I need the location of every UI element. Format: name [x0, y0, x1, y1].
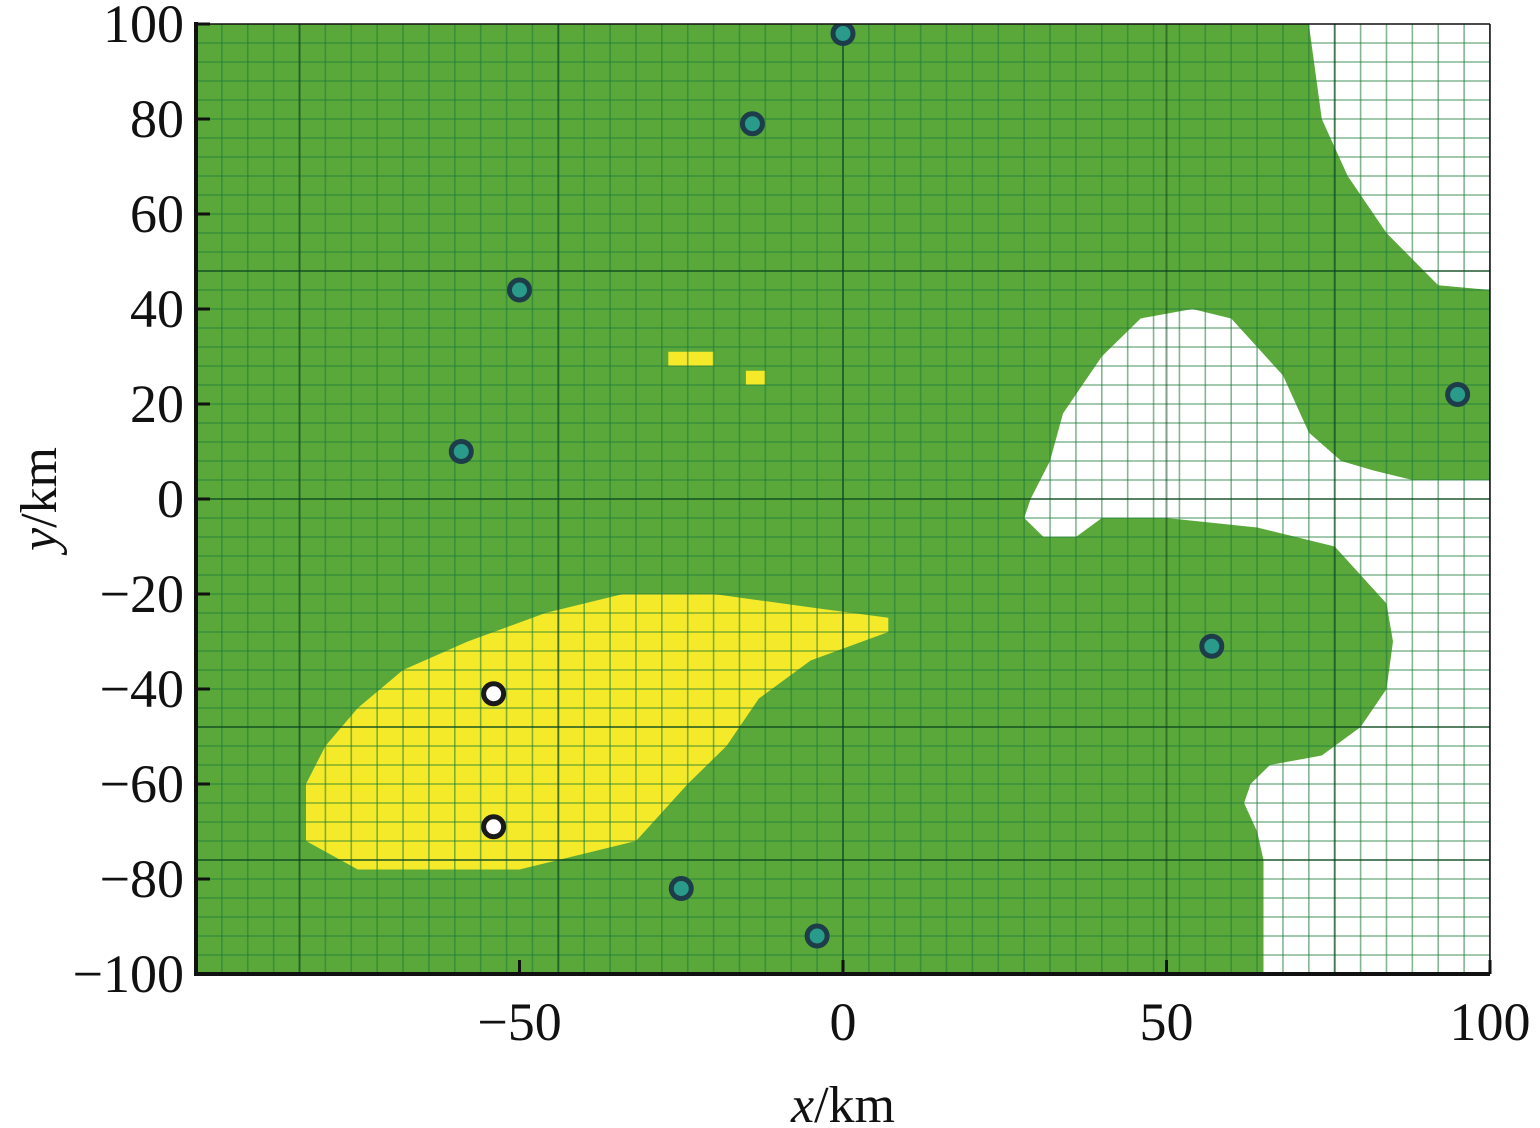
station-marker: [830, 24, 856, 46]
station-marker: [739, 111, 765, 137]
station-marker: [1445, 382, 1471, 407]
y-tick-label: −100: [73, 944, 184, 1004]
station-marker: [448, 439, 474, 464]
y-tick-label: 20: [130, 374, 184, 434]
x-tick-label: 100: [1450, 992, 1531, 1052]
hollow-station-marker: [481, 814, 507, 840]
x-tick-label: 50: [1140, 992, 1194, 1052]
station-marker: [1199, 633, 1225, 659]
yellow-region-1: [306, 594, 889, 870]
x-axis-var: x: [790, 1077, 814, 1128]
y-tick-label: 0: [157, 469, 184, 529]
y-tick-label: −40: [100, 659, 184, 719]
x-tick-label: −50: [477, 992, 561, 1052]
y-axis-label: y/km: [11, 447, 68, 556]
y-tick-label: 80: [130, 89, 184, 149]
station-marker: [668, 876, 694, 901]
y-tick-label: 60: [130, 184, 184, 244]
y-tick-label: 40: [130, 279, 184, 339]
y-tick-label: −80: [100, 849, 184, 909]
major-grid: [196, 24, 1490, 974]
station-marker: [507, 277, 532, 303]
y-tick-labels: 100 80 60 40 20 0 −20 −40 −60 −80 −100: [73, 0, 210, 1004]
y-tick-label: −60: [100, 754, 184, 814]
hollow-station-marker: [481, 681, 507, 707]
y-tick-label: 100: [103, 0, 184, 54]
plot-area: [196, 24, 1490, 974]
x-axis-label: x/km: [790, 1077, 895, 1128]
y-axis-unit: /km: [11, 447, 68, 528]
x-tick-labels: −50 0 50 100: [477, 960, 1531, 1052]
yellow-coverage-regions: [306, 351, 889, 870]
yellow-region-3: [745, 370, 766, 385]
x-tick-label: 0: [830, 992, 857, 1052]
y-tick-label: −20: [100, 564, 184, 624]
y-axis-var: y: [11, 527, 68, 556]
station-marker: [804, 923, 830, 949]
x-axis-unit: /km: [814, 1077, 895, 1128]
yellow-region-2: [668, 351, 714, 366]
station-markers: [448, 24, 1471, 949]
